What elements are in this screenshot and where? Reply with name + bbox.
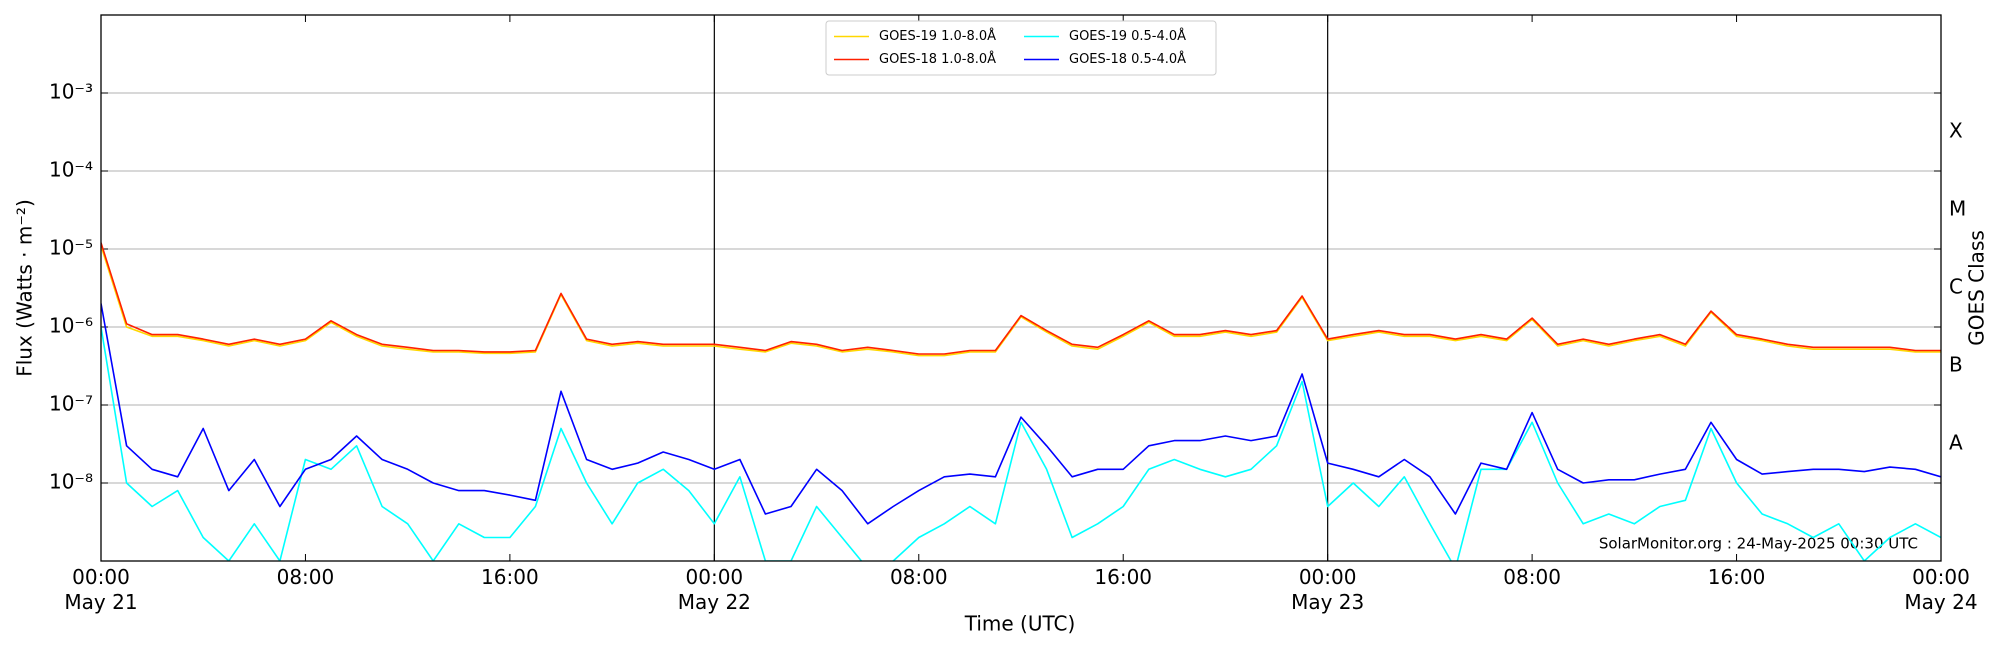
x-tick-label: 08:00 — [889, 565, 948, 589]
x-tick-label: 08:00 — [1503, 565, 1561, 589]
plot-frame — [100, 14, 1942, 562]
y-tick-label: 10⁻³ — [49, 80, 93, 104]
y-axis-label: Flux (Watts · m⁻²) — [13, 199, 37, 377]
x-tick-label: 16:00 — [1707, 565, 1766, 589]
y-tick-label: 10⁻⁴ — [49, 158, 93, 182]
x-tick-label: 16:00 — [481, 565, 539, 589]
x-tick-label: 00:00 May 23 — [1291, 565, 1365, 614]
legend-label: GOES-19 0.5-4.0Å — [1069, 28, 1186, 44]
y2-tick-label: A — [1949, 431, 1963, 455]
series-line — [101, 242, 1941, 355]
series-line — [101, 303, 1941, 525]
x-tick-label: 08:00 — [276, 565, 335, 589]
y2-tick-label: C — [1949, 275, 1963, 299]
x-tick-label: 00:00 May 21 — [64, 565, 138, 614]
y-tick-label: 10⁻⁷ — [49, 392, 93, 416]
legend-label: GOES-18 1.0-8.0Å — [879, 51, 996, 67]
annotation: SolarMonitor.org : 24-May-2025 00:30 UTC — [1599, 535, 1918, 553]
legend-label: GOES-19 1.0-8.0Å — [879, 28, 996, 44]
y-tick-label: 10⁻⁶ — [49, 314, 93, 338]
series-line — [101, 326, 1941, 561]
x-tick-label: 00:00 May 22 — [677, 565, 751, 614]
plot-area — [101, 242, 1941, 561]
legend-box — [825, 20, 1217, 76]
x-tick-label: 00:00 May 24 — [1904, 565, 1978, 614]
y-tick-label: 10⁻⁵ — [49, 236, 93, 260]
y2-tick-label: M — [1949, 197, 1966, 221]
y-tick-label: 10⁻⁸ — [49, 470, 93, 494]
y2-tick-label: B — [1949, 353, 1963, 377]
legend-label: GOES-18 0.5-4.0Å — [1069, 51, 1186, 67]
series-line — [101, 245, 1941, 357]
x-axis-label: Time (UTC) — [964, 612, 1076, 636]
y2-axis-label: GOES Class — [1965, 230, 1989, 346]
y2-tick-label: X — [1949, 119, 1963, 143]
x-tick-label: 16:00 — [1094, 565, 1153, 589]
